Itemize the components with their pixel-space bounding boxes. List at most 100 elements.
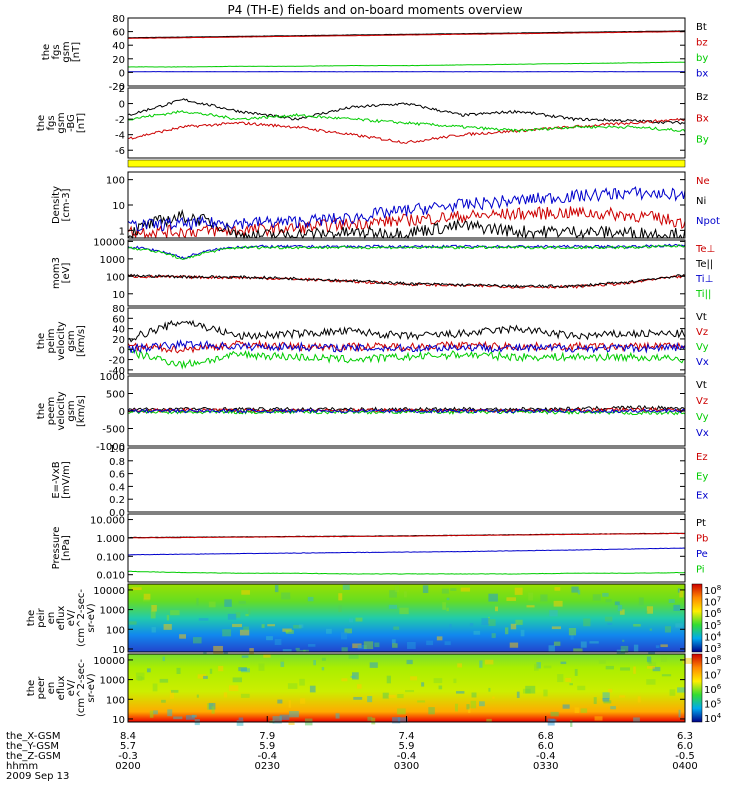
- spectrogram-texture: [149, 710, 154, 718]
- spectrogram-image: [128, 654, 685, 722]
- spectrogram-texture: [637, 696, 641, 703]
- panel-6: Vt Vz Vy Vx 1000 500 0 -500 -1000 the peem velocity…: [36, 372, 709, 453]
- y-tick-label: 60: [112, 28, 125, 39]
- spectrogram-texture: [660, 644, 668, 648]
- spectrogram-texture: [394, 585, 400, 593]
- spectrogram-texture: [128, 621, 137, 625]
- spectrogram-texture: [222, 629, 232, 637]
- spectrogram-texture: [488, 687, 491, 692]
- x-tick-label: -0.4: [536, 751, 556, 762]
- spectrogram-texture: [580, 708, 588, 713]
- series-line-2-2: [127, 117, 686, 144]
- date-label: 2009 Sep 13: [6, 771, 69, 782]
- spectrogram-texture: [392, 717, 401, 724]
- y-tick-label: 0.4: [109, 482, 125, 493]
- legend-label: Pt: [696, 518, 706, 529]
- legend-label: Ne: [696, 176, 710, 187]
- y-axis-label: gsm: [56, 112, 67, 133]
- spectrogram-texture: [282, 649, 292, 652]
- y-axis-label: eflux: [56, 606, 67, 631]
- x-axis-block: the_X-GSM 8.4 7.9 7.4 6.8 6.3 the_Y-GSM 5.7 5.9 5…: [6, 716, 698, 782]
- spectrogram-texture: [357, 684, 362, 689]
- legend-label: Ti⊥: [695, 274, 713, 285]
- plot-frame: [127, 17, 686, 87]
- spectrogram-texture: [444, 641, 451, 646]
- plot-frame: [127, 583, 686, 653]
- spectrogram-texture: [338, 605, 342, 612]
- spectrogram-texture: [488, 593, 498, 602]
- spectrogram-texture: [549, 610, 558, 617]
- x-row-name: hhmm: [6, 761, 38, 772]
- spectrogram-texture: [454, 703, 458, 712]
- spectrogram-texture: [224, 599, 232, 607]
- spectrogram-texture: [449, 624, 452, 628]
- spectrogram-texture: [675, 623, 683, 628]
- spectrogram-texture: [277, 699, 283, 704]
- spectrogram-texture: [137, 676, 143, 681]
- spectrogram-texture: [353, 696, 363, 700]
- spectrogram-texture: [602, 698, 610, 702]
- spectrogram-texture: [397, 693, 404, 699]
- y-tick-label: 100: [106, 272, 125, 283]
- y-axis-label: [km/s]: [76, 395, 87, 427]
- x-tick-label: 7.9: [259, 731, 275, 742]
- spectrogram-texture: [605, 665, 614, 670]
- spectrogram-texture: [388, 694, 396, 698]
- y-tick-label: -40: [109, 366, 125, 377]
- spectrogram-texture: [159, 678, 169, 683]
- colorbar-tick-label: 104: [704, 712, 722, 725]
- y-axis-label: gsm: [66, 400, 77, 421]
- spectrogram-texture: [664, 626, 672, 633]
- y-tick-label: 20: [112, 335, 125, 346]
- spectrogram-texture: [528, 592, 534, 601]
- figure-title: P4 (TH-E) fields and on-board moments ov…: [227, 3, 522, 17]
- spectrogram-texture: [266, 636, 273, 641]
- y-tick-label: 40: [112, 41, 125, 52]
- spectrogram-texture: [647, 666, 655, 669]
- y-tick-label: 2: [119, 84, 125, 95]
- spectrogram-texture: [598, 660, 606, 664]
- spectrogram-texture: [287, 683, 298, 689]
- y-axis-label: peir: [36, 607, 47, 627]
- x-row-name: the_Y-GSM: [6, 741, 59, 752]
- spectrogram-texture: [274, 638, 282, 645]
- x-tick-label: 8.4: [120, 731, 136, 742]
- spectrogram-texture: [603, 700, 612, 704]
- spectrogram-texture: [143, 598, 150, 602]
- spectrogram-texture: [677, 687, 685, 693]
- spectrogram-texture: [610, 706, 616, 710]
- legend-label: Te⊥: [695, 244, 715, 255]
- legend-label: Ex: [696, 491, 708, 502]
- spectrogram-texture: [349, 618, 354, 623]
- spectrogram-texture: [678, 709, 681, 718]
- spectrogram-texture: [577, 589, 581, 595]
- spectrogram-texture: [479, 701, 485, 707]
- spectrogram-texture: [303, 649, 309, 653]
- y-axis-label: eflux: [56, 676, 67, 701]
- spectrogram-texture: [510, 623, 517, 630]
- spectrogram-texture: [389, 590, 397, 598]
- spectrogram-texture: [300, 698, 306, 704]
- spectrogram-texture: [679, 589, 684, 598]
- spectrogram-texture: [238, 600, 246, 605]
- legend-label: Vt: [696, 380, 707, 391]
- spectrogram-texture: [543, 665, 552, 669]
- y-tick-label: 80: [112, 14, 125, 25]
- series-line-1-3: [127, 61, 686, 68]
- y-tick-label: 1.0: [109, 444, 125, 455]
- y-axis-label: Pressure: [51, 527, 62, 570]
- colorbar: [691, 583, 703, 653]
- spectrogram-texture: [569, 683, 573, 686]
- spectrogram-texture: [307, 596, 314, 602]
- spectrogram-texture: [197, 674, 207, 679]
- spectrogram-texture: [661, 656, 667, 662]
- y-axis-label: fgs: [46, 115, 57, 130]
- y-axis-label: fgs: [51, 44, 62, 59]
- spectrogram-texture: [620, 645, 629, 653]
- spectrogram-texture: [468, 707, 471, 714]
- spectrogram-texture: [669, 689, 676, 696]
- y-tick-label: 100: [106, 625, 125, 636]
- legend-label: Npot: [696, 216, 720, 227]
- y-axis-label: peem: [46, 397, 57, 425]
- legend-label: Te||: [695, 259, 713, 270]
